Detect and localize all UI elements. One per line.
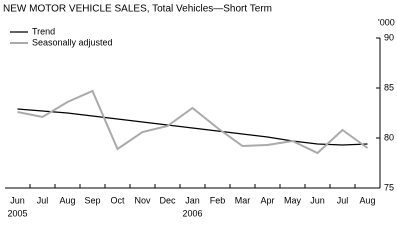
x-tick-label: Jul [37,195,49,205]
y-tick-label: 80 [384,132,394,142]
x-year-label: 2005 [7,208,27,218]
x-year-label: 2006 [182,208,202,218]
series-line [17,108,368,146]
x-tick-label: Nov [134,195,151,205]
x-tick-label: May [284,195,302,205]
x-tick-label: Jun [310,195,325,205]
x-tick-label: Jun [10,195,25,205]
y-unit: '000 [378,17,395,27]
y-tick-label: 75 [384,182,394,192]
chart-title: NEW MOTOR VEHICLE SALES, Total Vehicles—… [3,4,272,15]
x-tick-label: Oct [110,195,125,205]
x-tick-label: Aug [359,195,375,205]
legend-label: Seasonally adjusted [32,37,113,47]
x-tick-label: Mar [235,195,251,205]
series-line [17,89,369,155]
x-tick-label: Jan [185,195,200,205]
x-tick-label: Sep [84,195,100,205]
y-tick-label: 85 [384,82,394,92]
legend-label: Trend [32,26,55,36]
x-tick-label: Dec [159,195,176,205]
x-tick-label: Jul [337,195,349,205]
x-tick-label: Aug [59,195,75,205]
x-tick-label: Feb [210,195,226,205]
chart: NEW MOTOR VEHICLE SALES, Total Vehicles—… [3,4,395,219]
x-tick-label: Apr [260,195,274,205]
y-tick-label: 90 [384,32,394,42]
